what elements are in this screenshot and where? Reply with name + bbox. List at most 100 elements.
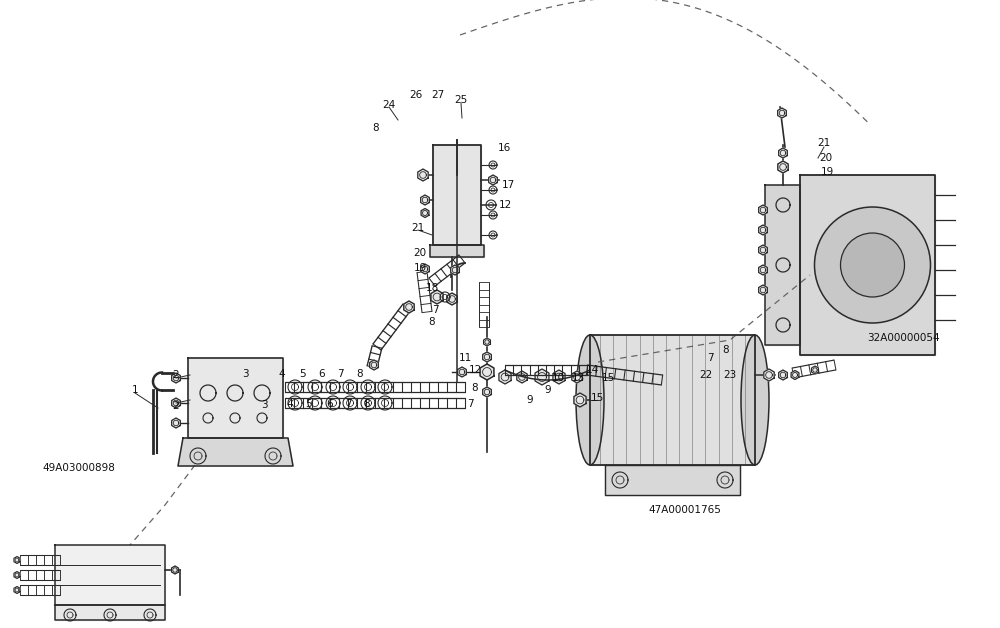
Polygon shape: [430, 245, 484, 257]
Text: 14: 14: [585, 365, 599, 375]
Polygon shape: [765, 185, 800, 345]
Polygon shape: [759, 265, 767, 275]
Polygon shape: [535, 369, 549, 385]
Text: 16: 16: [497, 143, 511, 153]
Text: 19: 19: [413, 263, 427, 273]
Polygon shape: [759, 245, 767, 255]
Polygon shape: [800, 175, 935, 355]
Polygon shape: [764, 369, 774, 381]
Text: 21: 21: [817, 138, 831, 148]
Text: 12: 12: [468, 365, 482, 375]
Polygon shape: [499, 370, 511, 384]
Text: 5: 5: [306, 399, 312, 409]
Text: 26: 26: [409, 90, 423, 100]
Polygon shape: [418, 169, 428, 181]
Polygon shape: [759, 285, 767, 295]
Text: 8: 8: [723, 345, 729, 355]
Polygon shape: [433, 145, 481, 245]
Text: 2: 2: [173, 401, 179, 411]
Polygon shape: [188, 358, 283, 438]
Text: 9: 9: [545, 385, 551, 395]
Text: 3: 3: [261, 400, 267, 410]
Polygon shape: [483, 352, 491, 362]
Text: 8: 8: [429, 317, 435, 327]
Circle shape: [840, 233, 904, 297]
Polygon shape: [778, 161, 788, 173]
Polygon shape: [447, 293, 457, 305]
Polygon shape: [483, 387, 491, 397]
Text: 9: 9: [527, 395, 533, 405]
Polygon shape: [484, 338, 490, 346]
Polygon shape: [14, 587, 20, 593]
Polygon shape: [759, 205, 767, 215]
Text: 27: 27: [431, 90, 445, 100]
Polygon shape: [14, 556, 20, 563]
Text: 7: 7: [345, 399, 351, 409]
Text: 10: 10: [551, 373, 565, 383]
Text: 18: 18: [425, 283, 439, 293]
Polygon shape: [517, 371, 527, 383]
Polygon shape: [759, 225, 767, 235]
Text: 23: 23: [723, 370, 737, 380]
Ellipse shape: [576, 335, 604, 465]
Ellipse shape: [741, 335, 769, 465]
Polygon shape: [779, 148, 787, 158]
Polygon shape: [404, 301, 414, 313]
Polygon shape: [178, 438, 293, 466]
Text: 11: 11: [458, 353, 472, 363]
Text: 7: 7: [707, 353, 713, 363]
Polygon shape: [14, 571, 20, 578]
Text: 20: 20: [413, 248, 427, 258]
Text: 7: 7: [432, 305, 438, 315]
Text: 15: 15: [590, 393, 604, 403]
Polygon shape: [480, 364, 494, 380]
Polygon shape: [605, 465, 740, 495]
Text: 12: 12: [498, 200, 512, 210]
Polygon shape: [172, 373, 180, 383]
Polygon shape: [172, 398, 180, 408]
Text: 2: 2: [173, 370, 179, 380]
Polygon shape: [778, 108, 786, 118]
Polygon shape: [172, 418, 180, 428]
Polygon shape: [431, 290, 443, 304]
Polygon shape: [489, 175, 497, 185]
Polygon shape: [812, 366, 818, 374]
Polygon shape: [572, 371, 582, 383]
Text: 49A03000898: 49A03000898: [42, 463, 115, 473]
Text: 1: 1: [132, 385, 138, 395]
Polygon shape: [553, 370, 565, 384]
Polygon shape: [574, 393, 586, 407]
Text: 25: 25: [454, 95, 468, 105]
Text: 8: 8: [364, 399, 370, 409]
Polygon shape: [451, 265, 459, 275]
Polygon shape: [421, 264, 429, 274]
Text: 7: 7: [337, 369, 343, 379]
Polygon shape: [421, 195, 429, 205]
Text: 47A00001765: 47A00001765: [648, 505, 721, 515]
Polygon shape: [458, 367, 466, 377]
Text: 6: 6: [327, 399, 333, 409]
Text: 13: 13: [571, 373, 585, 383]
Text: 5: 5: [299, 369, 305, 379]
Polygon shape: [779, 370, 787, 380]
Text: 22: 22: [699, 370, 713, 380]
Text: 19: 19: [820, 167, 834, 177]
Text: 24: 24: [382, 100, 396, 110]
Polygon shape: [421, 208, 429, 217]
Text: 4: 4: [287, 399, 293, 409]
Polygon shape: [55, 605, 165, 620]
Text: 20: 20: [819, 153, 833, 163]
Circle shape: [814, 207, 930, 323]
Text: 7: 7: [467, 399, 473, 409]
Polygon shape: [370, 360, 378, 370]
Polygon shape: [791, 371, 799, 379]
Text: 17: 17: [501, 180, 515, 190]
Text: 8: 8: [357, 369, 363, 379]
Text: 6: 6: [319, 369, 325, 379]
Text: 32A00000054: 32A00000054: [867, 333, 940, 343]
Polygon shape: [172, 566, 178, 574]
Polygon shape: [55, 545, 165, 605]
Polygon shape: [590, 335, 755, 465]
Text: 3: 3: [242, 369, 248, 379]
Text: 15: 15: [601, 373, 615, 383]
